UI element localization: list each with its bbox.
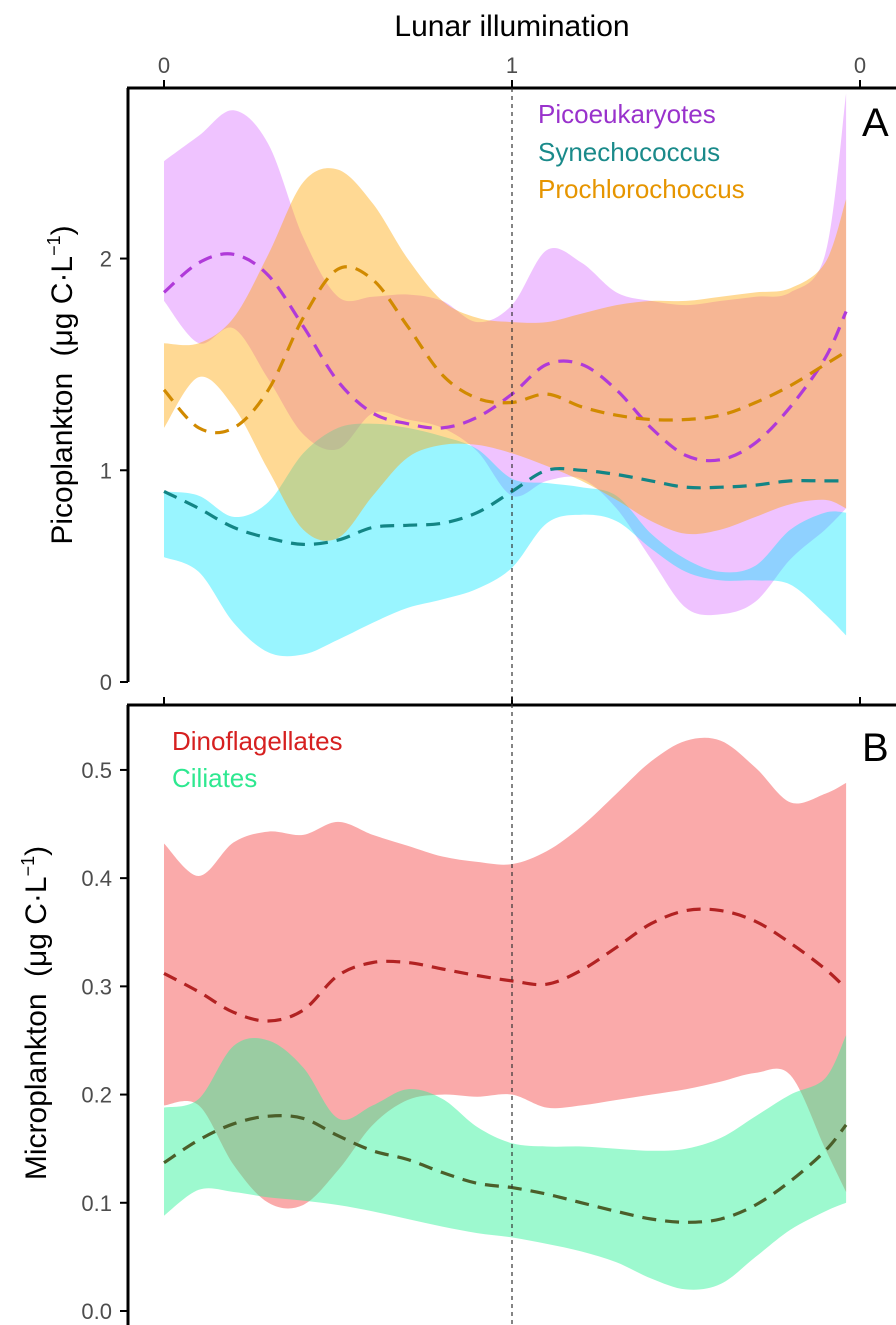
panel-a-legend: Picoeukaryotes Synechococcus Prochloroch… bbox=[538, 99, 745, 204]
top-axis-title: Lunar illumination bbox=[394, 10, 629, 43]
top-tick-label: 0 bbox=[158, 53, 170, 78]
y-tick-label: 0.5 bbox=[81, 758, 112, 783]
top-axis: 0 1 0 bbox=[158, 53, 866, 78]
y-tick-label: 0.4 bbox=[81, 866, 112, 891]
legend-label-ciliates: Ciliates bbox=[172, 763, 257, 793]
panel-a: 0 1 2 Picoplankton (μg C·L−1) Picoeukaryot… bbox=[44, 80, 896, 695]
band-dinoflagellates bbox=[164, 737, 847, 1209]
y-tick-label: 0 bbox=[100, 670, 112, 695]
legend-label-prochlorochoccus: Prochlorochoccus bbox=[538, 174, 745, 204]
panel-b-y-ticks: 0.0 0.1 0.2 0.3 0.4 0.5 bbox=[81, 758, 128, 1324]
panel-b-ylabel: Microplankton (μg C·L−1) bbox=[18, 846, 53, 1180]
y-tick-label: 2 bbox=[100, 247, 112, 272]
panel-b-tag: B bbox=[862, 726, 889, 770]
panel-a-ylabel: Picoplankton (μg C·L−1) bbox=[44, 225, 79, 544]
legend-label-synechococcus: Synechococcus bbox=[538, 137, 720, 167]
panel-a-tag: A bbox=[862, 101, 889, 145]
panel-b-legend: Dinoflagellates Ciliates bbox=[172, 726, 343, 793]
panel-b-bands bbox=[164, 737, 847, 1290]
band-synechococcus bbox=[164, 423, 847, 657]
y-tick-label: 0.0 bbox=[81, 1299, 112, 1324]
top-tick-label: 0 bbox=[854, 53, 866, 78]
y-tick-label: 0.1 bbox=[81, 1191, 112, 1216]
band-ciliates bbox=[164, 1035, 847, 1290]
y-tick-label: 1 bbox=[100, 458, 112, 483]
y-tick-label: 0.2 bbox=[81, 1083, 112, 1108]
panel-a-y-ticks: 0 1 2 bbox=[100, 247, 128, 695]
y-tick-label: 0.3 bbox=[81, 974, 112, 999]
mean-line-dinoflagellates bbox=[163, 907, 848, 1023]
legend-label-picoeukaryotes: Picoeukaryotes bbox=[538, 99, 716, 129]
panel-b: 0.0 0.1 0.2 0.3 0.4 0.5 Microplankton (μg C·L… bbox=[18, 697, 896, 1325]
top-tick-label: 1 bbox=[506, 53, 518, 78]
legend-label-dinoflagellates: Dinoflagellates bbox=[172, 726, 343, 756]
